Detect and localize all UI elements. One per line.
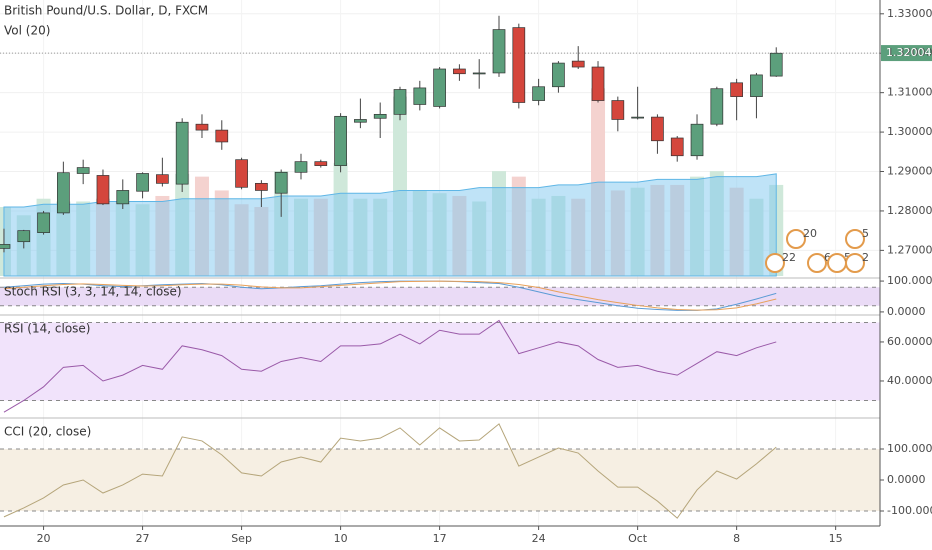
- series-line: [3, 319, 777, 413]
- last-price-label: 1.32004: [886, 46, 932, 59]
- event-count: 20: [803, 227, 817, 240]
- y-tick-label: 100.0000: [887, 274, 932, 287]
- plot: 20226552: [0, 0, 932, 530]
- candle-body: [274, 171, 288, 194]
- y-tick-label: 0.0000: [887, 305, 926, 318]
- candle-body: [472, 72, 486, 75]
- y-tick-label: 60.0000: [887, 335, 932, 348]
- candle-body: [750, 74, 763, 97]
- event-flag: [807, 253, 827, 273]
- y-tick-label: 0.0000: [887, 473, 926, 486]
- candle-body: [195, 123, 209, 131]
- candle-body: [532, 86, 545, 101]
- event-flag: [845, 253, 865, 273]
- candle-body: [512, 27, 526, 103]
- x-tick-label: 27: [136, 532, 150, 545]
- y-tick-label: 1.28000: [887, 204, 932, 217]
- candle-body: [552, 62, 565, 88]
- x-tick-label: 15: [829, 532, 843, 545]
- pane-title: CCI (20, close): [4, 425, 91, 439]
- y-tick-label: 100.0000: [887, 442, 932, 455]
- candle-body: [571, 60, 585, 68]
- event-flag: [845, 229, 865, 249]
- candle-body: [156, 174, 169, 184]
- candle-body: [492, 29, 506, 74]
- candle-body: [57, 172, 70, 214]
- x-tick-label: 17: [433, 532, 447, 545]
- candle-body: [710, 88, 724, 125]
- candle-body: [235, 159, 248, 188]
- candle-body: [433, 68, 446, 107]
- volume-title: Vol (20): [4, 24, 50, 38]
- candle-body: [0, 244, 11, 249]
- pane-title: Stoch RSI (3, 3, 14, 14, close): [4, 285, 182, 299]
- candle-body: [116, 190, 130, 205]
- event-count: 5: [862, 227, 869, 240]
- candle-body: [215, 129, 229, 143]
- candle-body: [96, 175, 110, 205]
- band-fill: [0, 287, 880, 306]
- series-line: [3, 280, 777, 311]
- candle-body: [334, 115, 347, 166]
- candle-body: [393, 89, 407, 115]
- x-tick-label: 8: [733, 532, 740, 545]
- candle-body: [175, 121, 189, 185]
- candle-body: [769, 52, 783, 77]
- x-tick-label: 20: [37, 532, 51, 545]
- candle-body: [136, 173, 149, 192]
- candle-body: [611, 100, 625, 120]
- candle-body: [453, 68, 466, 75]
- band-fill: [0, 449, 880, 511]
- candle-body: [76, 167, 90, 174]
- candle-body: [314, 161, 328, 166]
- x-tick-label: Oct: [628, 532, 648, 545]
- y-tick-label: 1.33000: [887, 7, 932, 20]
- candle-body: [37, 212, 50, 233]
- band-fill: [0, 322, 880, 401]
- chart-title: British Pound/U.S. Dollar, D, FXCM: [4, 4, 208, 18]
- y-tick-label: 1.31000: [887, 86, 932, 99]
- y-tick-label: -100.0000: [887, 504, 932, 517]
- candle-body: [294, 161, 308, 173]
- candle-body: [255, 182, 268, 191]
- x-tick-label: 24: [532, 532, 546, 545]
- candle-body: [354, 119, 367, 123]
- candle-body: [631, 116, 644, 119]
- y-tick-label: 1.32000: [887, 46, 932, 59]
- y-tick-label: 1.30000: [887, 125, 932, 138]
- candle-body: [373, 113, 387, 119]
- y-tick-label: 40.0000: [887, 374, 932, 387]
- event-count: 2: [862, 251, 869, 264]
- candle-body: [17, 230, 31, 243]
- pane-title: RSI (14, close): [4, 322, 90, 336]
- event-count: 6: [824, 251, 831, 264]
- candle-body: [413, 87, 427, 105]
- x-tick-label: 10: [334, 532, 348, 545]
- candle-body: [730, 82, 743, 97]
- event-count: 22: [782, 251, 796, 264]
- last-price-box: [881, 45, 932, 62]
- y-tick-label: 1.29000: [887, 165, 932, 178]
- series-line: [3, 423, 777, 519]
- event-flag: [765, 253, 785, 273]
- candle-body: [591, 66, 605, 101]
- x-tick-label: Sep: [231, 532, 252, 545]
- candle-body: [651, 116, 664, 142]
- y-tick-label: 1.27000: [887, 243, 932, 256]
- event-flag: [786, 229, 806, 249]
- candle-body: [670, 137, 684, 157]
- candle-body: [690, 123, 704, 157]
